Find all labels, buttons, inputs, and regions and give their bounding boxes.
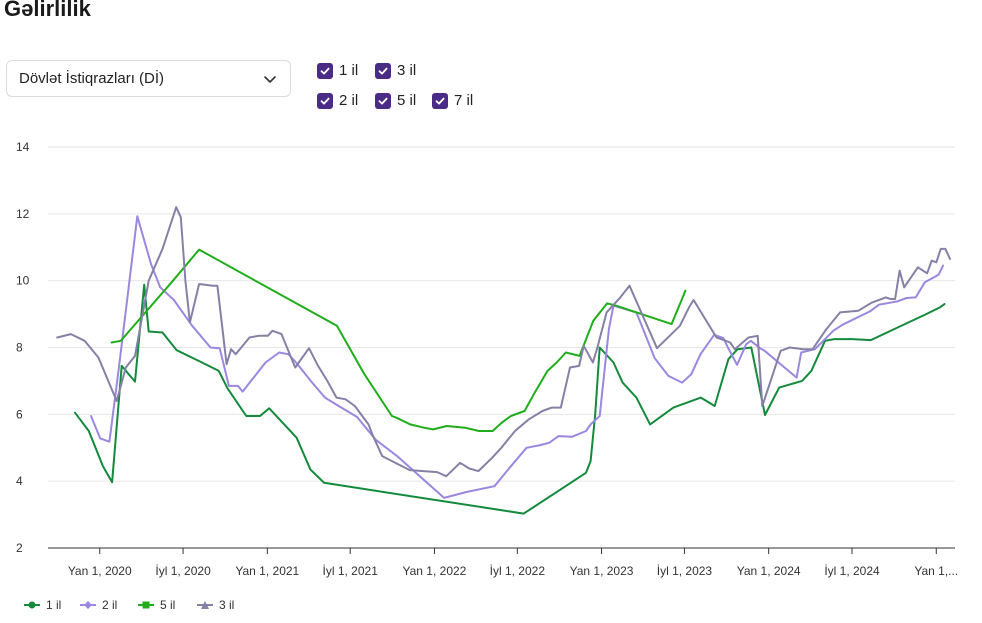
series-line-5-il	[110, 248, 687, 432]
x-tick-label: İyl 1, 2021	[323, 564, 379, 578]
y-tick-label: 4	[16, 474, 23, 488]
x-tick-label: Yan 1, 2023	[570, 564, 634, 578]
circle-marker-icon	[24, 601, 40, 609]
x-tick-label: Yan 1,...	[914, 564, 958, 578]
checkbox-checked-icon	[375, 62, 391, 79]
x-tick-label: Yan 1, 2024	[737, 564, 801, 578]
x-tick-label: İyl 1, 2022	[490, 564, 546, 578]
legend-label: 1 il	[46, 598, 62, 612]
x-tick-label: Yan 1, 2022	[403, 564, 467, 578]
square-marker-icon	[138, 601, 154, 609]
diamond-marker-icon	[80, 601, 96, 609]
series-line-1-il	[74, 283, 946, 515]
chevron-down-icon	[264, 75, 276, 83]
checkbox-label: 3 il	[397, 62, 417, 79]
y-tick-label: 2	[16, 541, 23, 555]
y-tick-label: 14	[16, 140, 30, 154]
legend-label: 2 il	[102, 598, 118, 612]
legend-label: 3 il	[219, 598, 235, 612]
checkbox-3-il[interactable]: 3 il	[375, 62, 416, 79]
x-tick-label: Yan 1, 2021	[235, 564, 299, 578]
instrument-select-value: Dövlət İstiqrazları (Dİ)	[19, 70, 165, 87]
series-line-3-il	[56, 206, 951, 478]
y-tick-label: 10	[16, 274, 30, 288]
triangle-marker-icon	[197, 601, 213, 609]
y-tick-label: 8	[16, 341, 23, 355]
x-tick-label: Yan 1, 2020	[68, 564, 132, 578]
x-tick-label: İyl 1, 2023	[657, 564, 713, 578]
legend-item-3-il[interactable]: 3 il	[197, 598, 234, 612]
checkbox-7-il[interactable]: 7 il	[432, 92, 473, 109]
y-tick-label: 12	[16, 207, 30, 221]
checkbox-checked-icon	[317, 92, 333, 109]
x-tick-label: İyl 1, 2020	[155, 564, 211, 578]
checkbox-5-il[interactable]: 5 il	[375, 92, 416, 109]
legend-item-1-il[interactable]: 1 il	[24, 598, 61, 612]
instrument-select[interactable]: Dövlət İstiqrazları (Dİ)	[6, 60, 291, 97]
page-title: Gəlirlilik	[4, 0, 91, 21]
legend-label: 5 il	[160, 598, 176, 612]
checkbox-checked-icon	[432, 92, 448, 109]
series-line-2-il	[90, 215, 945, 499]
checkbox-label: 7 il	[454, 92, 474, 109]
checkbox-label: 2 il	[339, 92, 359, 109]
x-tick-label: İyl 1, 2024	[824, 564, 880, 578]
legend-item-2-il[interactable]: 2 il	[80, 598, 117, 612]
legend-item-5-il[interactable]: 5 il	[138, 598, 175, 612]
checkbox-checked-icon	[375, 92, 391, 109]
checkbox-2-il[interactable]: 2 il	[317, 92, 358, 109]
checkbox-checked-icon	[317, 62, 333, 79]
checkbox-label: 5 il	[397, 92, 417, 109]
y-tick-label: 6	[16, 407, 23, 421]
checkbox-1-il[interactable]: 1 il	[317, 62, 358, 79]
checkbox-label: 1 il	[339, 62, 359, 79]
